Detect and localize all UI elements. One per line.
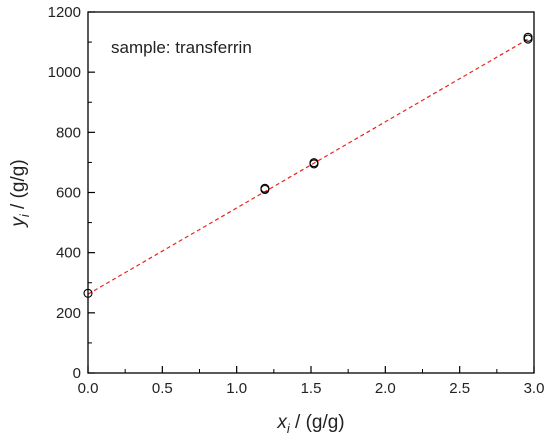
axis-ticks xyxy=(87,11,535,374)
x-tick-label: 1.0 xyxy=(226,380,247,397)
data-point xyxy=(523,32,533,42)
x-axis-symbol: x xyxy=(276,412,288,433)
fit-line-group xyxy=(87,38,529,295)
data-point xyxy=(260,183,270,193)
x-tick-label: 1.5 xyxy=(301,380,322,397)
y-tick-label: 1200 xyxy=(48,4,81,21)
tick-labels: 0.0 0.5 1.0 1.5 2.0 2.5 3.0 0 200 400 600 800 1000 12… xyxy=(48,4,545,397)
y-axis-label: yi / (g/g) xyxy=(8,159,32,228)
x-axis-subscript: i xyxy=(287,421,291,436)
x-tick-label: 3.0 xyxy=(524,380,545,397)
y-tick-label: 400 xyxy=(56,245,81,262)
y-tick-label: 800 xyxy=(56,124,81,141)
y-tick-label: 1000 xyxy=(48,64,81,81)
y-tick-label: 0 xyxy=(73,365,81,382)
x-axis-label: xi / (g/g) xyxy=(276,412,344,436)
y-axis-unit: / (g/g) xyxy=(8,159,29,214)
y-tick-label: 600 xyxy=(56,185,81,202)
y-axis-subscript: i xyxy=(17,213,32,217)
y-axis-symbol: y xyxy=(8,216,29,229)
x-axis-unit: / (g/g) xyxy=(290,412,345,433)
y-tick-label: 200 xyxy=(56,305,81,322)
x-tick-label: 2.5 xyxy=(449,380,470,397)
data-point xyxy=(309,158,319,168)
x-tick-label: 2.0 xyxy=(375,380,396,397)
x-tick-label: 0.5 xyxy=(152,380,173,397)
annotation-text: sample: transferrin xyxy=(111,38,252,57)
fit-line xyxy=(87,38,529,295)
x-tick-label: 0.0 xyxy=(78,380,99,397)
data-points xyxy=(83,32,533,298)
plot-frame xyxy=(87,11,535,374)
